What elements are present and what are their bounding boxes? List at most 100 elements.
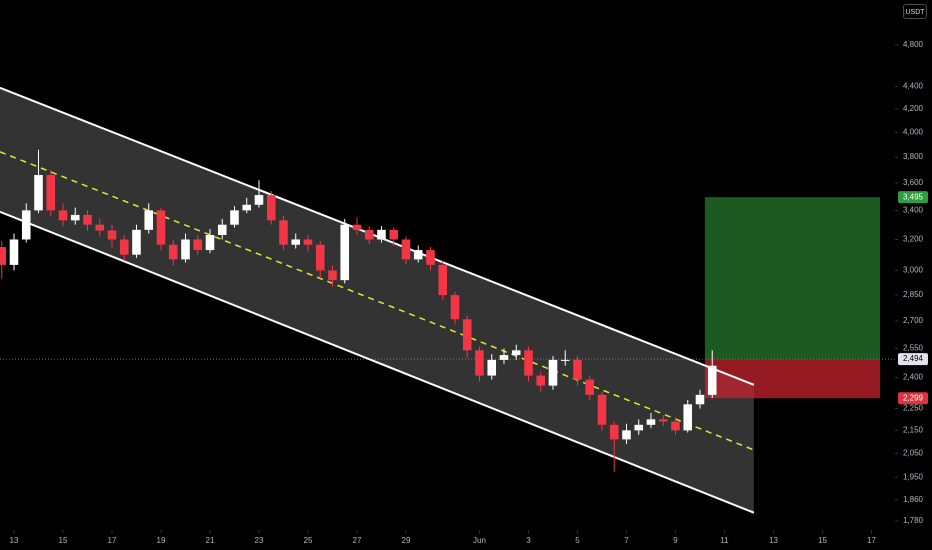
candle-body [658, 419, 668, 422]
x-tick-label: 29 [402, 536, 411, 545]
y-tick-label: 1,860 [903, 495, 924, 504]
candle-body [291, 239, 301, 245]
x-tick-label: 15 [818, 536, 827, 545]
channel-band [0, 87, 754, 513]
candle-body [58, 210, 68, 221]
candle-body [144, 210, 154, 230]
x-tick-label: 15 [59, 536, 68, 545]
x-tick-label: 17 [108, 536, 117, 545]
candle-body [462, 319, 472, 351]
candle-body [511, 350, 521, 356]
channel-middle [0, 151, 755, 451]
candle-body [217, 224, 227, 235]
candle-body [352, 224, 362, 230]
candle-body [21, 210, 31, 240]
candle-body [181, 239, 190, 260]
x-tick-label: 11 [720, 536, 729, 545]
candle-body [438, 264, 448, 296]
y-tick-label: 2,550 [903, 344, 924, 353]
y-tick-label: 3,600 [903, 178, 924, 187]
y-tick-label: 2,250 [903, 404, 924, 413]
candle-body [597, 394, 607, 425]
x-tick-label: 25 [304, 536, 313, 545]
x-tick-label: 3 [526, 536, 531, 545]
candle-body [254, 195, 264, 205]
candle-body [573, 359, 582, 380]
candle-body [156, 210, 166, 245]
candle-body [83, 214, 92, 225]
x-tick-label: 5 [575, 536, 580, 545]
candle-body [46, 174, 56, 211]
y-tick-label: 2,400 [903, 373, 924, 382]
candle-body [389, 229, 399, 240]
candle-body [193, 239, 203, 251]
candle-body [450, 295, 460, 320]
entry-tag-label: 2,494 [903, 354, 924, 363]
y-tick-label: 2,700 [903, 316, 924, 325]
candle-body [622, 430, 631, 440]
x-tick-label: 23 [255, 536, 264, 545]
candle-body [364, 229, 374, 240]
candle-body [205, 234, 215, 251]
x-tick-label: 9 [673, 536, 678, 545]
x-tick-label: 13 [10, 536, 19, 545]
candle-body [683, 404, 693, 431]
candle-body [303, 239, 313, 245]
candle-body [340, 224, 350, 281]
candle-body [487, 359, 497, 376]
candle-body [499, 355, 509, 360]
candle-body [328, 270, 337, 281]
channel-upper [0, 86, 755, 386]
target-zone [704, 197, 881, 360]
x-tick-label: 13 [769, 536, 778, 545]
entry-tag [898, 353, 928, 366]
y-tick-label: 3,400 [903, 205, 924, 214]
x-tick-label: Jun [473, 536, 486, 545]
y-tick-label: 4,200 [903, 104, 924, 113]
candle-body [634, 424, 644, 431]
candle-body [230, 210, 239, 225]
candle-body [475, 350, 484, 376]
currency-button[interactable]: USDT [903, 4, 927, 19]
x-tick-label: 19 [157, 536, 166, 545]
candle-body [560, 359, 570, 361]
candle-body [413, 250, 423, 260]
candle-body [609, 424, 619, 440]
x-tick-label: 21 [206, 536, 215, 545]
y-tick-label: 3,200 [903, 235, 924, 244]
candle-body [107, 230, 117, 240]
candle-body [34, 174, 43, 211]
candle-body [377, 229, 386, 240]
candle-body [132, 229, 141, 255]
stop-zone [704, 359, 881, 399]
candle-body [695, 394, 705, 405]
y-tick-label: 4,800 [903, 40, 924, 49]
y-tick-label: 4,400 [903, 82, 924, 91]
x-tick-label: 27 [353, 536, 362, 545]
candle-body [279, 220, 288, 245]
target-tag-label: 3,495 [903, 192, 924, 201]
candle-body [707, 365, 717, 395]
y-tick-label: 1,950 [903, 472, 924, 481]
candle-body [95, 224, 105, 231]
candle-body [548, 359, 558, 386]
candle-body [585, 379, 595, 395]
stop-tag [898, 392, 928, 405]
candle-body [9, 239, 19, 265]
candle-body [266, 195, 276, 221]
candle-body [646, 419, 656, 425]
candle-body [671, 421, 680, 431]
y-tick-label: 1,780 [903, 516, 924, 525]
y-tick-label: 3,000 [903, 266, 924, 275]
target-tag [898, 191, 928, 204]
stop-tag-label: 2,299 [903, 393, 924, 402]
y-tick-label: 2,050 [903, 448, 924, 457]
candle-body [168, 244, 178, 260]
y-tick-label: 2,150 [903, 425, 924, 434]
y-tick-label: 2,850 [903, 290, 924, 299]
candle-body [426, 250, 435, 265]
candle-body [536, 375, 546, 386]
x-tick-label: 7 [624, 536, 629, 545]
